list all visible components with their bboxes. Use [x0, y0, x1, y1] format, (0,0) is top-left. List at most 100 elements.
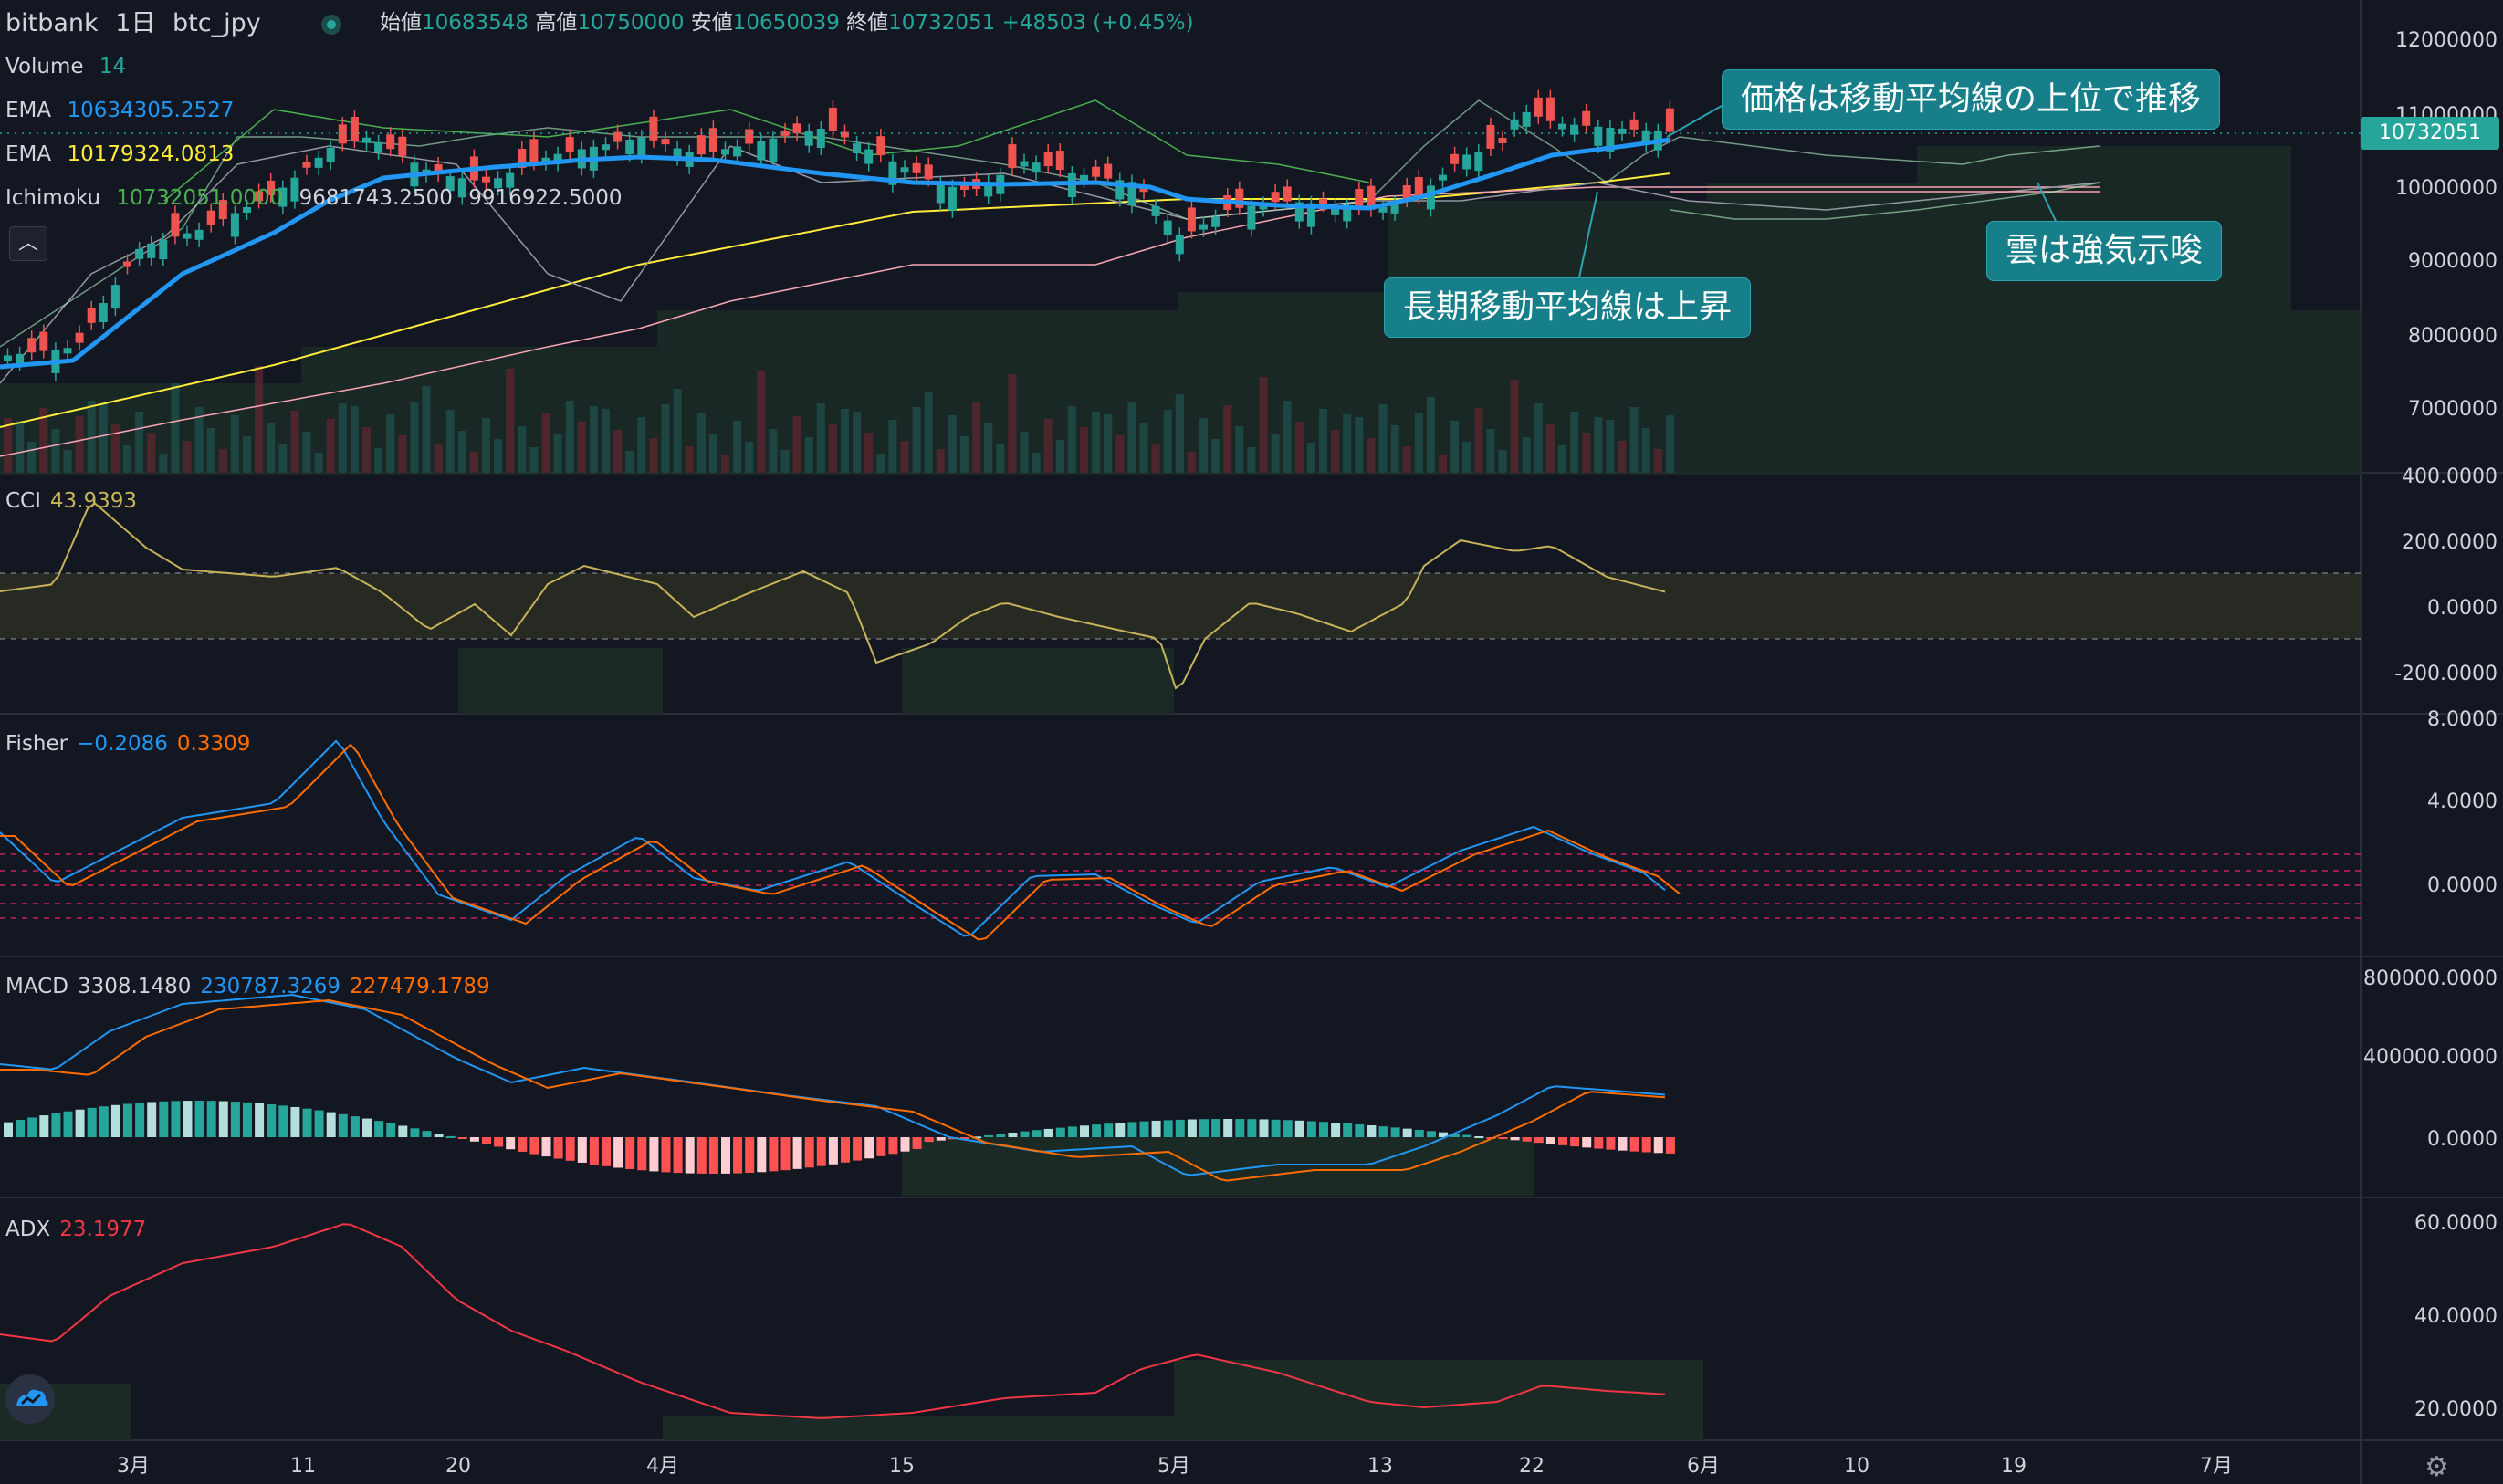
legend-ema-slow[interactable]: EMA 10179324.0813 [5, 144, 234, 165]
low-label: 安値 [690, 11, 733, 35]
cci-shade [902, 648, 1174, 714]
open-value: 10683548 [422, 11, 529, 35]
collapse-legend-button[interactable]: ︿ [9, 226, 47, 261]
candle-body [1259, 204, 1268, 210]
price-tick: 7000000 [2408, 398, 2498, 421]
candle-body [1306, 203, 1315, 227]
volume-bar [1522, 437, 1531, 473]
macd-histogram-bar [589, 1137, 599, 1165]
volume-bar [541, 413, 550, 473]
volume-bar [816, 403, 825, 473]
candle-body [1439, 174, 1447, 181]
volume-bar [757, 371, 766, 473]
macd-histogram-bar [457, 1137, 467, 1139]
adx-line [0, 1223, 1666, 1419]
volume-bar [1629, 407, 1639, 473]
macd-histogram-bar [147, 1102, 157, 1137]
macd-value-3: 227479.1789 [350, 975, 490, 998]
volume-bar [1080, 427, 1088, 473]
macd-histogram-bar [804, 1137, 814, 1168]
macd-histogram-bar [1235, 1119, 1245, 1137]
macd-tick: 400000.0000 [2363, 1046, 2498, 1069]
candle-body [255, 191, 264, 202]
volume-bar [637, 417, 646, 473]
volume-bar [685, 446, 694, 473]
cci-tick: -200.0000 [2394, 663, 2498, 685]
interval-label[interactable]: 1日 [115, 9, 156, 37]
candle-body [1055, 151, 1064, 171]
macd-histogram-bar [792, 1137, 802, 1169]
volume-bar [1294, 422, 1304, 473]
callout-cloud-bullish[interactable]: 雲は強気示唆 [1986, 221, 2223, 281]
macd-title[interactable]: MACD 3308.1480 230787.3269 227479.1789 [5, 977, 499, 998]
legend-ichimoku[interactable]: Ichimoku 10732051.0000 9681743.2500 9916… [5, 188, 622, 209]
cci-title[interactable]: CCI 43.9393 [5, 491, 146, 512]
volume-value: 14 [99, 55, 127, 78]
candle-body [1127, 182, 1136, 206]
macd-histogram-bar [434, 1134, 444, 1137]
volume-bar [876, 454, 885, 473]
adx-title[interactable]: ADX 23.1977 [5, 1219, 155, 1240]
candle-body [147, 243, 156, 258]
candle-body [457, 178, 466, 198]
candle-body [135, 248, 144, 259]
macd-histogram-bar [1378, 1126, 1388, 1137]
candle-body [565, 137, 574, 152]
gear-icon[interactable]: ⚙ [2424, 1451, 2449, 1483]
volume-bar [494, 439, 503, 473]
macd-histogram-bar [1199, 1119, 1209, 1137]
macd-histogram-bar [1294, 1120, 1304, 1137]
candle-body [230, 213, 239, 237]
macd-histogram-bar [696, 1137, 707, 1174]
cci-label: CCI [5, 489, 41, 513]
macd-histogram-bar [302, 1108, 312, 1137]
macd-histogram-bar [1629, 1137, 1639, 1152]
volume-bar [75, 416, 84, 473]
candle-body [194, 229, 204, 240]
volume-bar [218, 449, 227, 473]
tradingview-logo-icon[interactable] [5, 1374, 55, 1424]
macd-histogram-bar [494, 1137, 504, 1147]
fisher-title[interactable]: Fisher −0.2086 0.3309 [5, 734, 259, 755]
macd-tick: 0.0000 [2427, 1128, 2498, 1151]
candle-body [853, 143, 862, 154]
ema-slow-value: 10179324.0813 [67, 142, 235, 166]
legend-ema-fast[interactable]: EMA 10634305.2527 [5, 100, 234, 121]
legend-volume[interactable]: Volume 14 [5, 57, 126, 78]
time-tick: 10 [1844, 1455, 1869, 1478]
macd-shade [902, 1137, 1534, 1196]
candle-body [708, 128, 717, 152]
macd-line [0, 993, 1666, 1176]
candle-body [1498, 138, 1507, 143]
fisher-tick: 8.0000 [2427, 708, 2498, 731]
volume-bar [290, 411, 299, 473]
macd-histogram-bar [290, 1106, 300, 1137]
volume-bar [1319, 409, 1327, 473]
callout-long-ma-rising[interactable]: 長期移動平均線は上昇 [1384, 277, 1752, 338]
macd-label: MACD [5, 975, 68, 998]
candle-body [816, 129, 825, 149]
volume-bar [1558, 445, 1566, 473]
candle-body [780, 130, 790, 136]
volume-bar [936, 449, 945, 473]
volume-bar [326, 419, 335, 473]
volume-bar [482, 418, 490, 473]
callout-price-above-ma[interactable]: 価格は移動平均線の上位で推移 [1722, 69, 2221, 130]
macd-histogram-bar [841, 1137, 850, 1163]
candle-body [1008, 144, 1017, 169]
exchange-name[interactable]: bitbank [5, 9, 99, 37]
volume-bar [123, 445, 131, 473]
cci-tick: 400.0000 [2402, 465, 2498, 488]
macd-histogram-bar [1653, 1137, 1663, 1154]
candle-body [434, 163, 443, 174]
macd-histogram-bar [721, 1137, 730, 1174]
symbol-name[interactable]: btc_jpy [173, 9, 261, 37]
adx-value: 23.1977 [59, 1218, 147, 1241]
volume-bar [1450, 421, 1460, 473]
cci-value: 43.9393 [49, 489, 138, 513]
volume-bar [171, 383, 180, 473]
macd-histogram-bar [1462, 1134, 1472, 1137]
time-tick: 3月 [117, 1455, 150, 1478]
candle-body [171, 213, 180, 237]
